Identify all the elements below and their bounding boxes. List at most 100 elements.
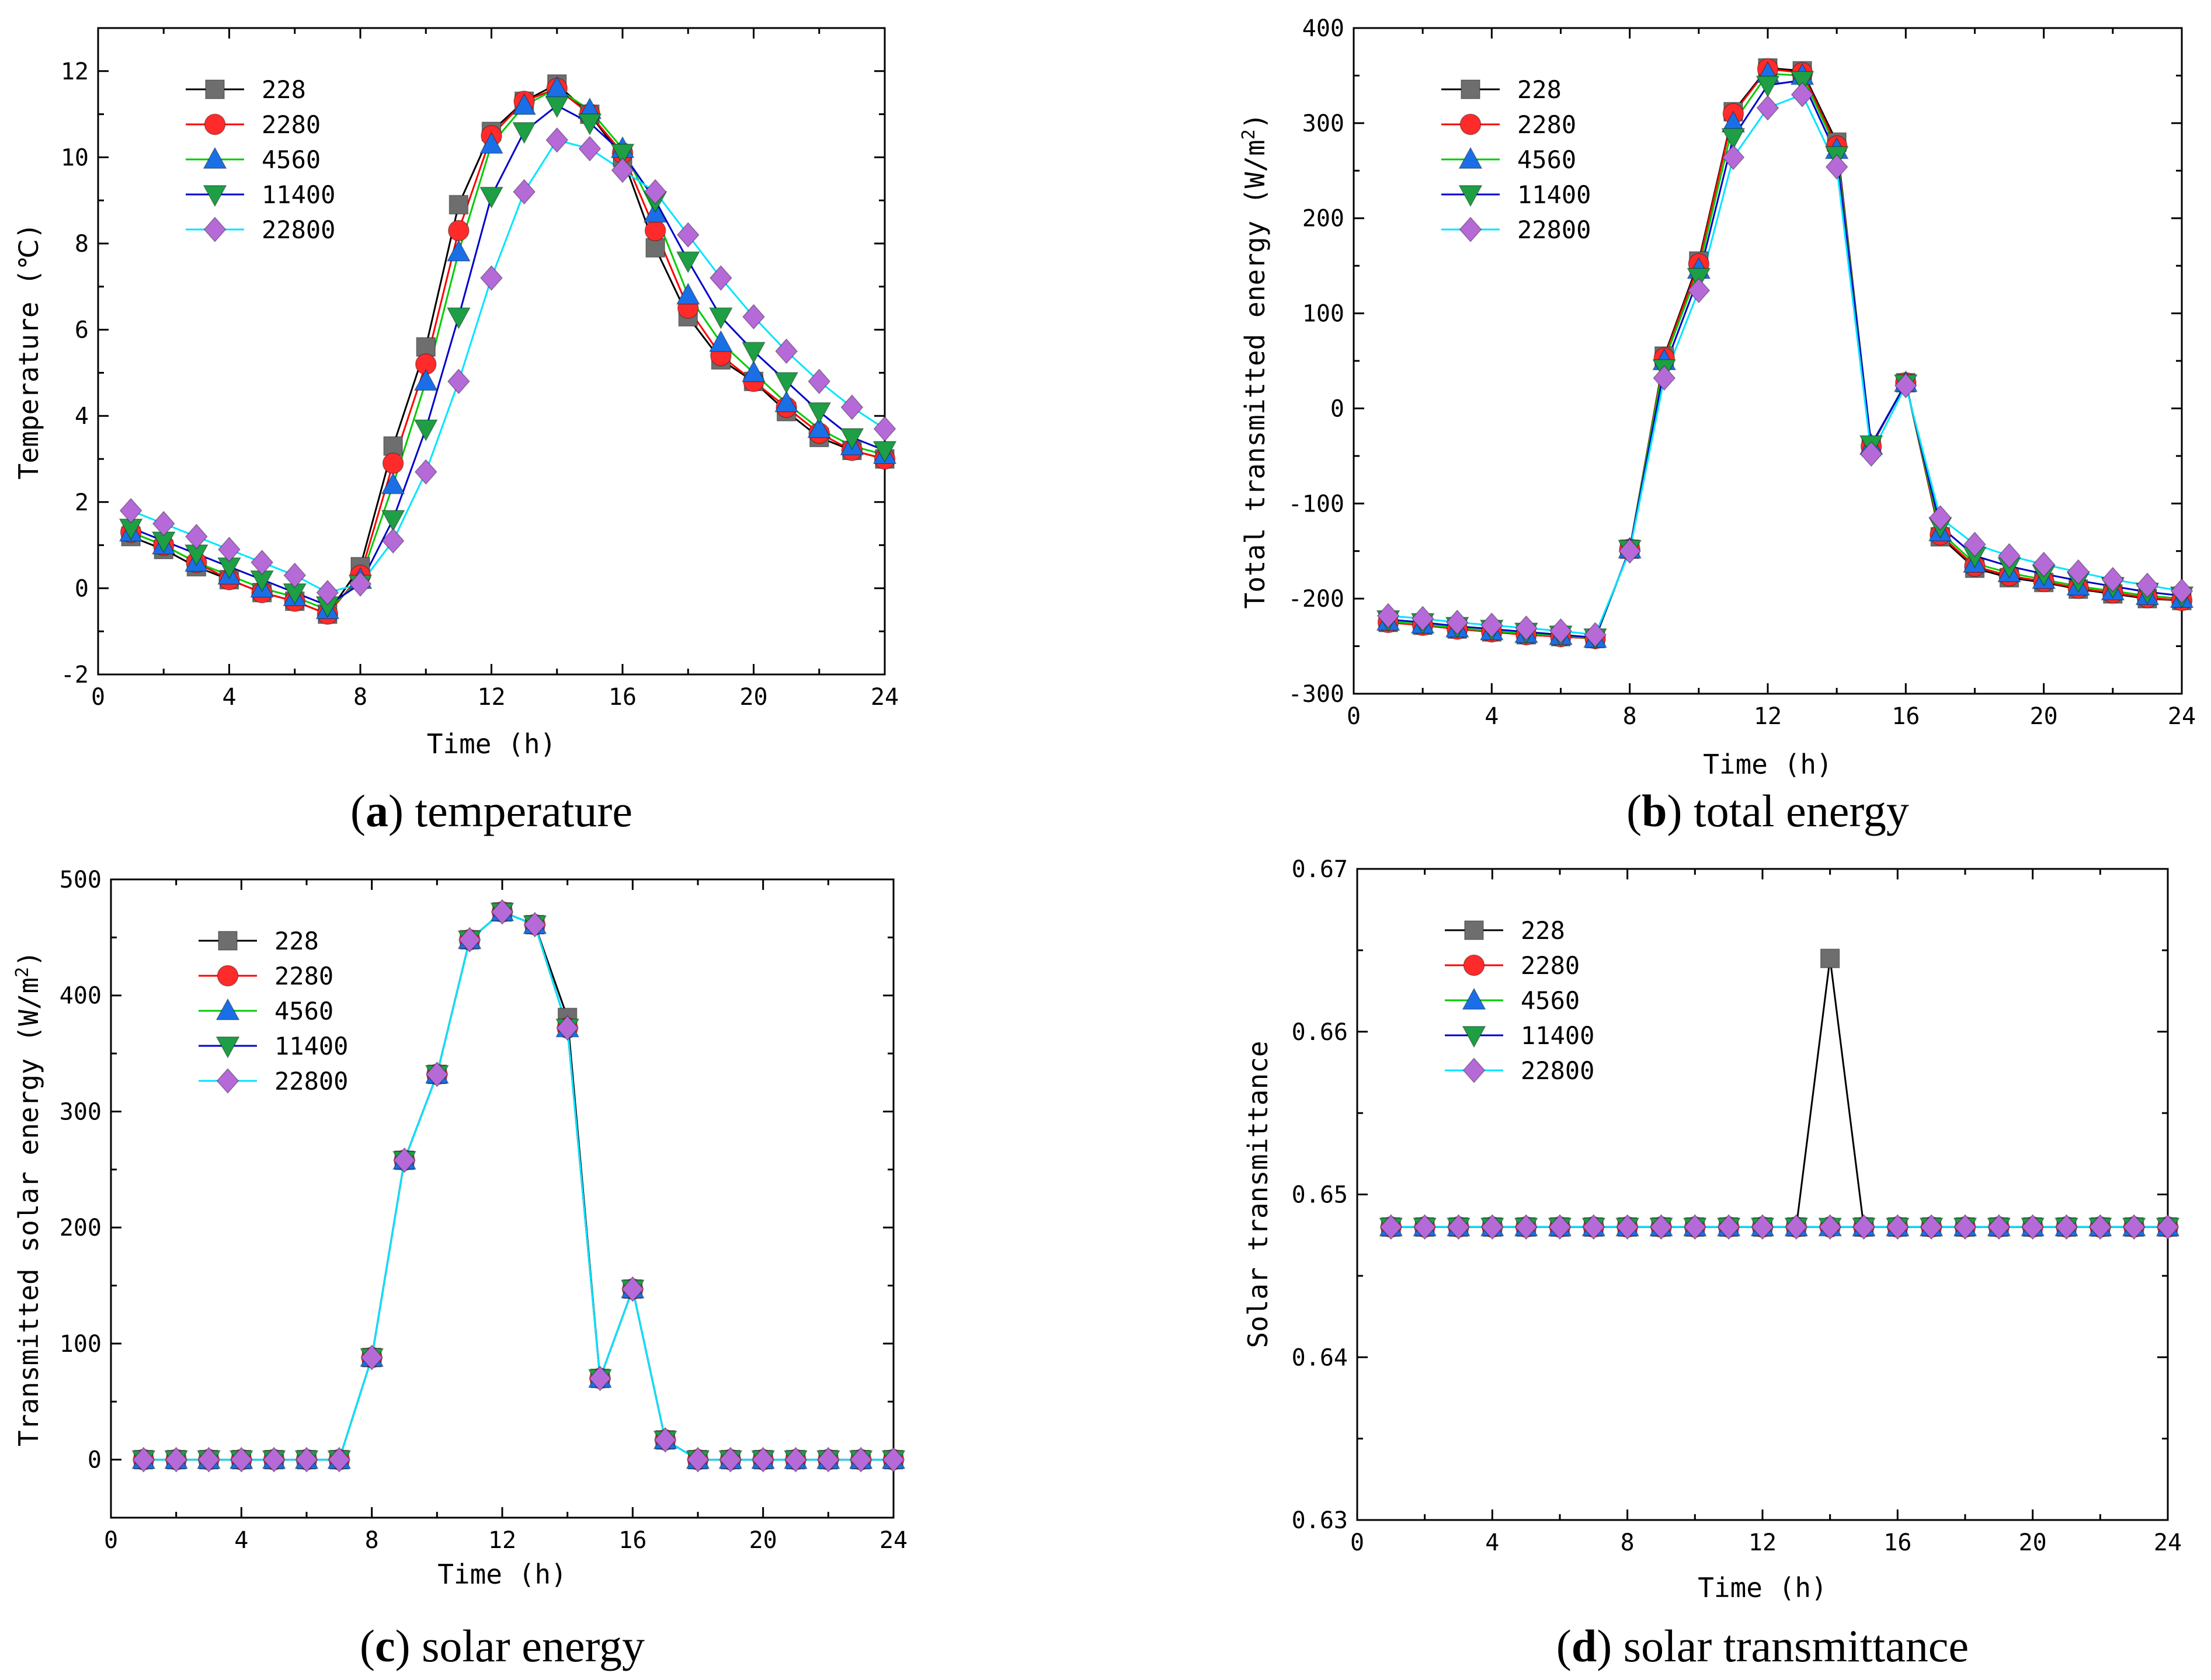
data-point bbox=[2156, 1214, 2179, 1240]
data-point bbox=[1791, 82, 1814, 107]
y-tick-label: 400 bbox=[1302, 15, 1344, 42]
data-point bbox=[381, 528, 405, 554]
data-point bbox=[774, 390, 799, 413]
data-point bbox=[393, 1147, 416, 1173]
data-point bbox=[1445, 609, 1469, 635]
data-point bbox=[1998, 542, 2021, 569]
panel-caption: (b) total energy bbox=[1626, 785, 1909, 836]
series-points-4560 bbox=[1376, 61, 2194, 648]
data-point bbox=[1584, 622, 1607, 648]
data-point bbox=[1929, 505, 1952, 531]
data-point bbox=[479, 131, 503, 154]
data-point bbox=[513, 179, 536, 205]
x-tick-label: 8 bbox=[365, 1527, 379, 1554]
data-point bbox=[381, 510, 405, 532]
series-points-22800 bbox=[132, 899, 905, 1473]
legend-label: 2280 bbox=[1517, 110, 1576, 139]
y-tick-label: 0 bbox=[88, 1447, 102, 1474]
y-tick-label: 6 bbox=[75, 317, 89, 344]
series-points-228 bbox=[1381, 948, 2178, 1237]
data-point bbox=[1653, 365, 1676, 391]
y-tick-label: 0.63 bbox=[1292, 1507, 1348, 1534]
data-point bbox=[1920, 1214, 1943, 1240]
data-point bbox=[479, 186, 503, 209]
data-point bbox=[1785, 1214, 1808, 1240]
data-point bbox=[2032, 551, 2056, 578]
legend-marker-2280 bbox=[217, 965, 239, 987]
data-point bbox=[686, 1446, 710, 1473]
data-point bbox=[1582, 1214, 1605, 1240]
data-point bbox=[645, 238, 665, 258]
series-points-11400 bbox=[1376, 71, 2194, 651]
data-point bbox=[644, 220, 666, 242]
y-tick-label: 500 bbox=[60, 867, 102, 893]
legend-marker-11400 bbox=[1462, 1026, 1486, 1048]
data-point bbox=[449, 194, 469, 215]
legend-marker-2280 bbox=[1459, 113, 1482, 135]
data-point bbox=[1790, 71, 1814, 93]
y-tick-label: 12 bbox=[61, 58, 89, 85]
series-line-228 bbox=[143, 910, 894, 1461]
data-point bbox=[1722, 144, 1745, 171]
x-tick-label: 4 bbox=[222, 684, 236, 711]
x-tick-label: 20 bbox=[2019, 1529, 2047, 1556]
y-tick-label: -100 bbox=[1288, 491, 1344, 517]
data-point bbox=[1717, 1214, 1740, 1240]
legend-label: 228 bbox=[1517, 75, 1562, 104]
data-point bbox=[360, 1344, 384, 1371]
data-point bbox=[381, 472, 405, 495]
legend-label: 4560 bbox=[1517, 145, 1576, 174]
y-tick-label: 300 bbox=[1302, 110, 1344, 137]
data-point bbox=[1820, 948, 1840, 969]
data-point bbox=[2055, 1214, 2078, 1240]
data-point bbox=[218, 537, 241, 562]
data-point bbox=[165, 1446, 188, 1473]
legend-label: 2280 bbox=[1521, 951, 1580, 980]
data-point bbox=[283, 562, 307, 589]
x-axis-title: Time (h) bbox=[427, 728, 557, 760]
x-tick-label: 0 bbox=[1347, 703, 1361, 730]
series-line-4560 bbox=[1388, 72, 2182, 640]
legend-marker-22800 bbox=[203, 217, 227, 242]
data-point bbox=[742, 360, 766, 382]
y-axis-title: Solar transmittance bbox=[1242, 1041, 1274, 1348]
legend-label: 11400 bbox=[1517, 180, 1591, 209]
y-tick-label: 100 bbox=[60, 1331, 102, 1358]
data-point bbox=[316, 579, 339, 606]
chart-panel-c: 0 4 8 12 16 20 24 0 100 200 300 400 500 Time (h) Trans… bbox=[12, 867, 908, 1671]
series-points-22800 bbox=[1379, 1214, 2179, 1240]
y-tick-label: 0.66 bbox=[1292, 1019, 1348, 1046]
data-point bbox=[446, 307, 471, 330]
legend-marker-11400 bbox=[215, 1036, 240, 1059]
y-tick-label: 0.65 bbox=[1292, 1182, 1348, 1209]
caption-text: total energy bbox=[1682, 785, 1908, 836]
x-tick-label: 24 bbox=[2154, 1529, 2182, 1556]
legend-label: 2280 bbox=[262, 110, 321, 139]
data-point bbox=[413, 419, 438, 441]
y-tick-label: 10 bbox=[61, 144, 89, 171]
y-tick-label: 0.64 bbox=[1292, 1344, 1348, 1371]
series-points-22800 bbox=[1376, 82, 2193, 648]
series-points-2280 bbox=[133, 901, 905, 1470]
panel-caption: (d) solar transmittance bbox=[1556, 1620, 1969, 1671]
data-point bbox=[808, 368, 831, 395]
y-tick-label: 200 bbox=[60, 1215, 102, 1241]
y-tick-label: -200 bbox=[1288, 586, 1344, 613]
y-tick-label: 0 bbox=[1330, 395, 1344, 422]
data-point bbox=[1963, 531, 1986, 558]
data-point bbox=[849, 1446, 872, 1473]
x-tick-label: 4 bbox=[1485, 703, 1499, 730]
data-point bbox=[132, 1446, 155, 1473]
legend-label: 22800 bbox=[1521, 1056, 1594, 1085]
data-point bbox=[1376, 603, 1400, 629]
data-point bbox=[1379, 1214, 1403, 1240]
data-point bbox=[512, 93, 537, 115]
y-tick-label: 8 bbox=[75, 231, 89, 258]
data-point bbox=[446, 239, 471, 262]
data-point bbox=[1894, 373, 1917, 399]
data-point bbox=[1859, 441, 1883, 467]
series-points-228 bbox=[1378, 58, 2192, 649]
series-line-228 bbox=[1390, 958, 2168, 1228]
data-point bbox=[872, 441, 897, 463]
caption-text: solar transmittance bbox=[1612, 1620, 1969, 1671]
